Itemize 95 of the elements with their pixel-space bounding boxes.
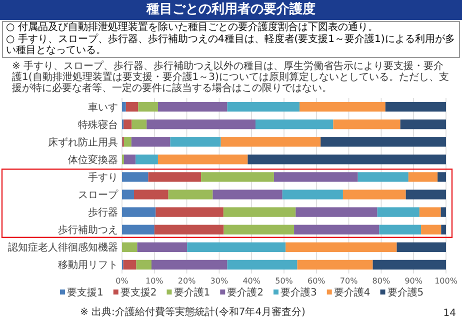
text: ○ 付属品及び自動排泄処理装置を除いた種目ごとの要介護度割合は下図表の通り。: [6, 22, 379, 34]
bar: [126, 101, 138, 112]
bar: [223, 206, 296, 216]
bar: [372, 259, 446, 270]
bar: [201, 172, 274, 182]
bar: [227, 259, 298, 270]
x-tick-label: 40%: [242, 276, 261, 285]
x-tick-label: 0%: [116, 276, 129, 285]
bar: [333, 119, 400, 129]
bar: [419, 206, 441, 216]
bar: [320, 136, 446, 146]
bar: [294, 224, 380, 234]
y-tick-label: 移動用リフト: [58, 258, 118, 271]
bar: [124, 136, 132, 146]
bar: [220, 136, 321, 146]
bar: [158, 154, 248, 164]
bar: [124, 154, 136, 164]
bar: [122, 206, 156, 216]
bar: [136, 154, 158, 164]
bar: [123, 259, 136, 270]
bar: [400, 119, 446, 129]
x-tick-label: 100%: [434, 276, 458, 285]
bar: [406, 189, 446, 199]
bar: [286, 242, 397, 252]
bar: [296, 206, 378, 216]
bar: [170, 136, 221, 146]
bar: [137, 242, 188, 252]
bar: [282, 189, 343, 199]
y-tick-label: 体位変換器: [68, 153, 118, 166]
bar: [122, 172, 148, 182]
x-tick-label: 90%: [404, 276, 423, 285]
y-tick-label: 認知症老人徘徊感知機器: [8, 241, 118, 254]
legend-label: 要介護3: [280, 286, 317, 298]
x-tick-label: 30%: [210, 276, 228, 285]
bar: [396, 242, 446, 252]
y-tick-label: 床ずれ防止用具: [48, 136, 118, 148]
y-tick-label: 手すり: [88, 170, 118, 183]
bar: [379, 224, 422, 234]
bar: [122, 189, 134, 199]
bar: [124, 119, 132, 129]
chart-title: 種目ごとの利用者の要介護度: [0, 0, 462, 20]
text: ○ 手すり、スロープ、歩行器、歩行補助つえの4種目は、軽度者(要支援1～要介護1)による利用が多い種目となっている。: [6, 34, 456, 56]
bar: [255, 119, 334, 129]
bar: [248, 154, 446, 164]
bar: [122, 242, 138, 252]
bar: [385, 101, 446, 112]
bar: [122, 224, 154, 234]
bar: [342, 189, 406, 199]
text: ※ 出典:介護給付費等実態統計(令和7年4月審査分): [80, 306, 306, 319]
bar: [297, 259, 373, 270]
bar: [274, 172, 358, 182]
bar: [134, 189, 168, 199]
legend-label: 要支援2: [120, 286, 157, 298]
bar: [148, 172, 202, 182]
bar: [156, 206, 224, 216]
legend-label: 要介護5: [387, 286, 424, 298]
bar: [168, 189, 213, 199]
bar: [377, 206, 420, 216]
bar: [227, 101, 300, 112]
bar: [441, 224, 446, 234]
x-tick-label: 20%: [178, 276, 196, 285]
y-tick-label: スロープ: [78, 188, 119, 201]
bar: [224, 224, 294, 234]
legend-label: 要介護4: [334, 286, 370, 298]
y-tick-label: 歩行補助つえ: [58, 224, 118, 236]
bar: [187, 242, 286, 252]
bar: [132, 119, 147, 129]
text: ※ 手すり、スロープ、歩行器、歩行補助つえ以外の種目は、厚生労働省告示により要支援・要介護1(自動排泄処理装置は要支援・要介護1～3)については原則算定しないとしている。ただし、支援が特に必要な者等、一定の要件に該当する場合はこの限りではない。: [11, 60, 450, 94]
bar: [421, 224, 442, 234]
bar: [136, 259, 152, 270]
bar: [212, 189, 282, 199]
bar: [438, 172, 446, 182]
y-tick-label: 車いす: [88, 100, 118, 113]
text: 14: [443, 308, 456, 319]
bar: [440, 206, 446, 216]
bar: [138, 101, 158, 112]
bar: [151, 259, 228, 270]
legend-label: 要介護1: [174, 286, 210, 298]
bar: [358, 172, 408, 182]
y-tick-label: 歩行器: [88, 206, 118, 218]
bar: [300, 101, 386, 112]
bar: [122, 101, 126, 112]
x-tick-label: 10%: [146, 276, 164, 285]
x-tick-label: 50%: [275, 276, 294, 285]
x-tick-label: 80%: [372, 276, 390, 285]
x-tick-label: 60%: [308, 276, 326, 285]
y-tick-label: 特殊寝台: [78, 118, 118, 130]
bar: [408, 172, 438, 182]
bar: [146, 119, 256, 129]
bar: [154, 224, 224, 234]
bar: [158, 101, 228, 112]
legend-label: 要介護2: [227, 286, 264, 298]
bar: [131, 136, 170, 146]
legend-label: 要支援1: [67, 286, 104, 298]
x-tick-label: 70%: [340, 276, 358, 285]
